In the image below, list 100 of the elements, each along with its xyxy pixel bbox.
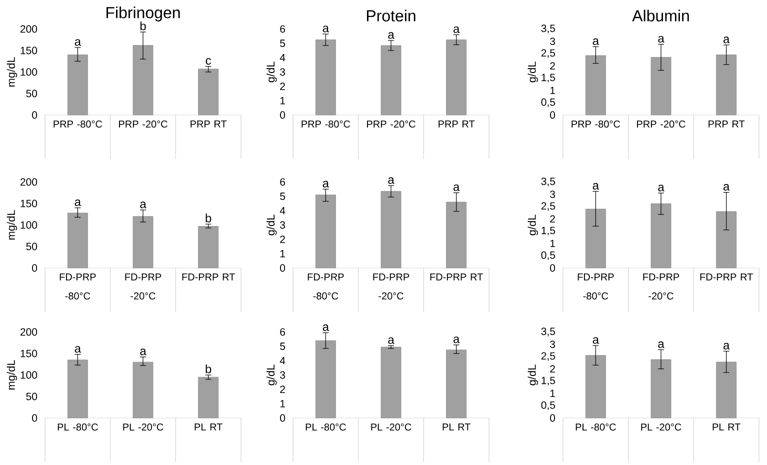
data-label: a xyxy=(658,36,664,43)
category-label: FD-PRP -80°C xyxy=(578,274,614,300)
y-tick-label: 2 xyxy=(550,215,555,223)
y-tick-label: 1 xyxy=(550,240,555,248)
x-tick-label: PRP -20°C xyxy=(367,120,416,128)
x-tick-label: PRP -80°C xyxy=(302,120,350,128)
y-axis-title: mg/dL xyxy=(6,360,18,390)
bar xyxy=(380,346,402,418)
data-label: a xyxy=(723,342,730,350)
chart-title: Protein xyxy=(366,10,416,22)
data-label: a xyxy=(74,346,82,353)
y-tick-label: 100 xyxy=(20,221,38,229)
y-tick-label: 1,5 xyxy=(542,226,556,236)
y-tick-label: 0,5 xyxy=(541,401,556,410)
data-label: a xyxy=(723,36,730,44)
data-label: a xyxy=(592,337,599,344)
data-label: a xyxy=(74,39,82,46)
data-label: a xyxy=(592,183,599,190)
y-tick-label: 2,5 xyxy=(541,49,556,58)
y-tick-label: 2 xyxy=(550,62,555,70)
bar xyxy=(585,355,606,418)
chart-title: Fibrinogen xyxy=(106,6,180,22)
y-tick-label: 2 xyxy=(550,365,555,373)
data-label: a xyxy=(454,26,460,34)
y-tick-label: 1,5 xyxy=(542,74,556,82)
y-tick-label: 4 xyxy=(280,207,286,214)
y-tick-label: 3 xyxy=(550,38,556,45)
data-label: a xyxy=(592,38,599,45)
y-tick-label: 2 xyxy=(280,82,285,90)
bar xyxy=(446,202,467,268)
y-tick-label: 0 xyxy=(280,264,286,272)
y-tick-label: 4 xyxy=(280,357,286,364)
x-tick-label: PL RT xyxy=(712,424,740,430)
x-tick-label: PL -20°C xyxy=(371,424,412,431)
y-tick-label: 1 xyxy=(280,97,285,104)
bar xyxy=(716,211,737,268)
y-tick-label: 3 xyxy=(280,371,286,379)
y-tick-label: 3 xyxy=(280,221,286,229)
data-label: a xyxy=(322,324,330,331)
y-tick-label: 5 xyxy=(280,40,286,47)
y-axis-title: g/dL xyxy=(266,214,277,236)
category-label: FD-PRP -20°C xyxy=(373,274,410,300)
y-axis-title: g/dL xyxy=(528,62,538,82)
x-tick-label: PRP -80°C xyxy=(54,120,102,128)
y-axis-title: mg/dL xyxy=(6,57,18,87)
x-tick-label: PRP -20°C xyxy=(637,120,686,128)
y-tick-label: 1,5 xyxy=(542,376,556,386)
data-label: a xyxy=(140,348,146,356)
x-tick-label: PRP RT xyxy=(190,120,227,128)
bar xyxy=(446,350,467,418)
y-tick-label: 6 xyxy=(280,328,286,336)
bar xyxy=(67,54,88,116)
data-label: a xyxy=(454,184,460,192)
data-label: a xyxy=(74,200,82,206)
category-label: FD-PRP -20°C xyxy=(643,274,680,300)
y-tick-label: 0 xyxy=(32,264,38,272)
data-label: b xyxy=(206,364,212,374)
y-axis-title: g/dL xyxy=(528,364,538,386)
x-tick-label: FD-PRP RT xyxy=(700,274,753,280)
data-label: a xyxy=(388,177,394,184)
y-axis-title: mg/dL xyxy=(6,210,18,240)
y-tick-label: 50 xyxy=(26,90,38,98)
y-tick-label: 200 xyxy=(20,25,38,33)
bar xyxy=(132,216,154,268)
y-tick-label: 3 xyxy=(550,190,556,198)
data-label: c xyxy=(206,58,212,65)
x-tick-label: PRP -80°C xyxy=(572,120,620,128)
y-tick-label: 0 xyxy=(32,414,38,422)
y-tick-label: 2,5 xyxy=(541,352,556,361)
chart-title: Albumin xyxy=(632,10,689,22)
bar xyxy=(132,45,154,116)
x-tick-label: PL RT xyxy=(442,424,470,430)
y-tick-label: 150 xyxy=(20,350,38,358)
y-tick-label: 2 xyxy=(280,386,285,393)
y-tick-label: 0 xyxy=(550,111,556,119)
bar xyxy=(315,340,336,418)
y-tick-label: 5 xyxy=(280,342,286,350)
x-tick-label: PRP RT xyxy=(438,120,475,128)
y-tick-label: 200 xyxy=(20,328,38,336)
y-tick-label: 200 xyxy=(20,178,38,186)
x-tick-label: PL -20°C xyxy=(641,424,682,431)
bar xyxy=(380,191,402,268)
y-tick-label: 5 xyxy=(280,192,286,200)
data-label: a xyxy=(723,184,730,191)
data-label: a xyxy=(658,184,664,192)
x-tick-label: FD-PRP RT xyxy=(430,274,483,280)
bar xyxy=(315,194,336,268)
y-tick-label: 100 xyxy=(20,371,38,379)
y-tick-label: 6 xyxy=(280,25,286,33)
y-tick-label: 0 xyxy=(32,111,38,119)
bar xyxy=(198,68,219,116)
y-tick-label: 2 xyxy=(280,236,285,243)
y-tick-label: 0 xyxy=(550,414,556,422)
bar xyxy=(67,360,88,418)
data-label: a xyxy=(322,26,330,32)
bar xyxy=(198,226,219,268)
data-label: a xyxy=(140,202,146,208)
bar xyxy=(67,212,88,268)
y-tick-label: 50 xyxy=(26,392,38,400)
y-tick-label: 0 xyxy=(280,111,286,119)
